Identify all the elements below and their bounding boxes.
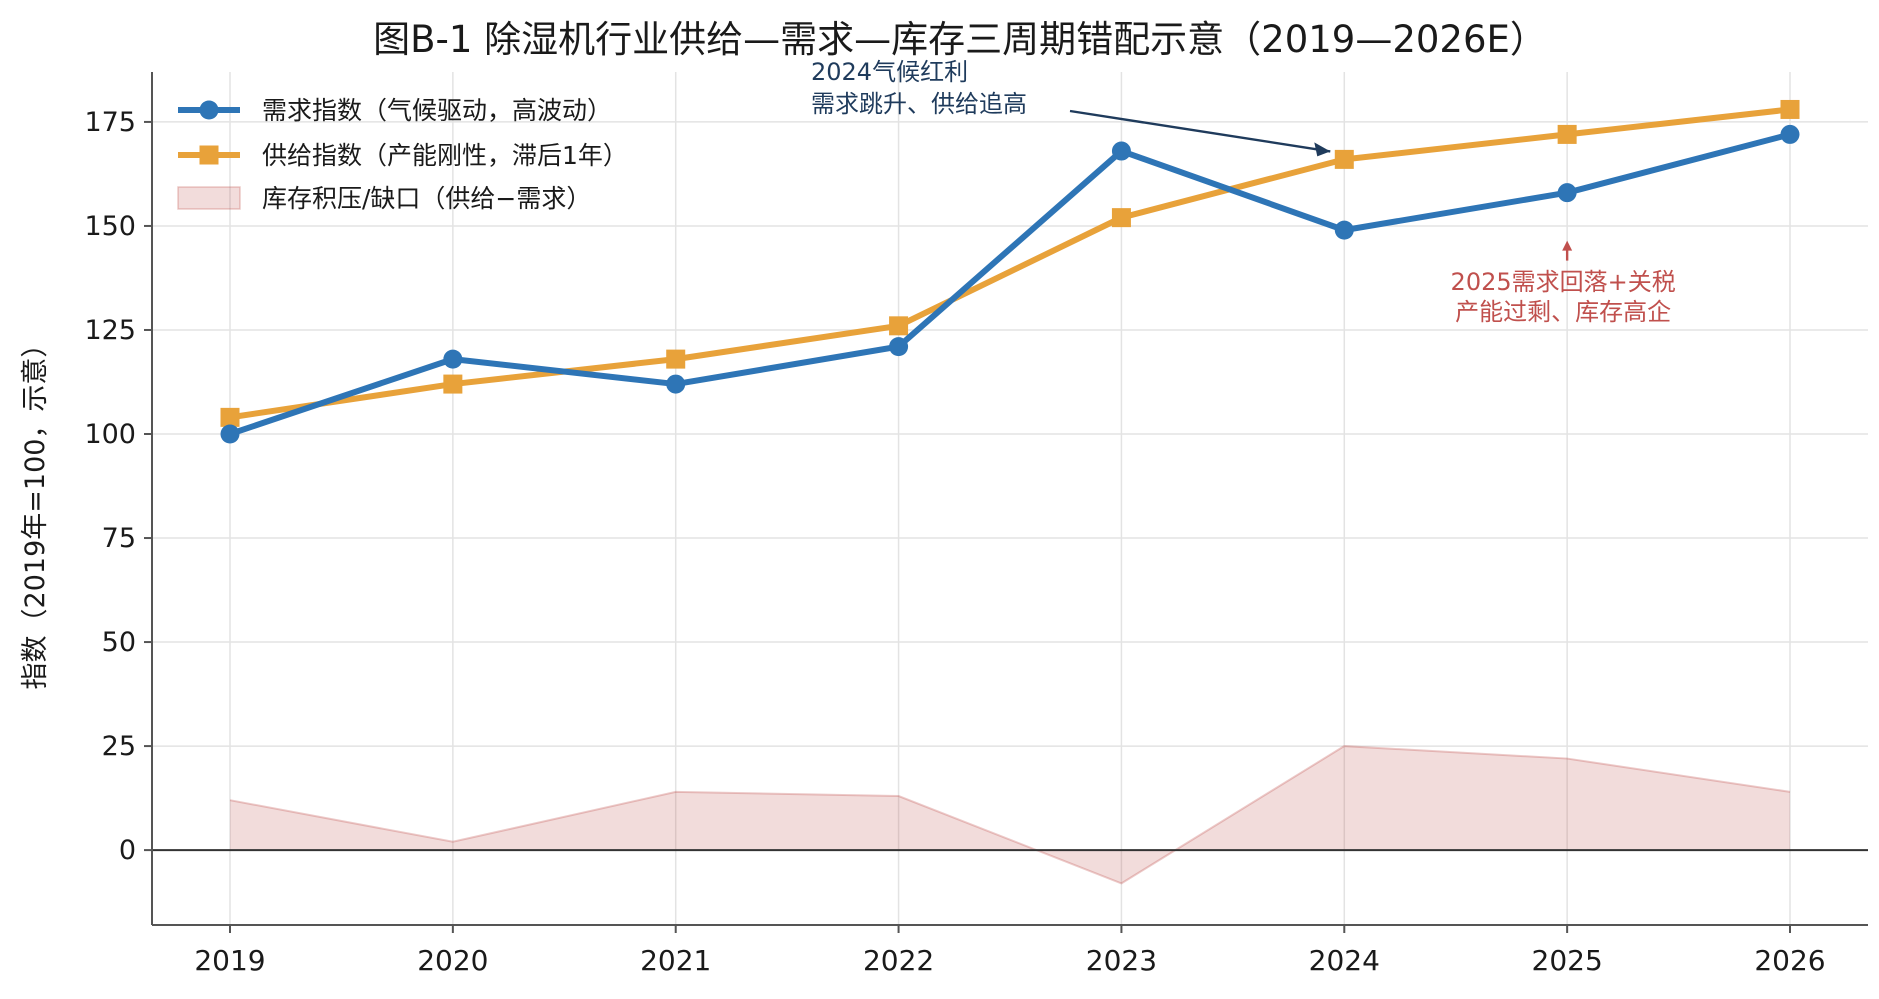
y-tick-label: 25 [102, 731, 136, 762]
x-tick-label: 2023 [1086, 944, 1157, 977]
demand-point [1334, 220, 1354, 240]
legend: 需求指数（气候驱动，高波动） 供给指数（产能刚性，滞后1年） 库存积压/缺口（供给−… [177, 96, 628, 213]
supply-point [220, 407, 240, 427]
gap-area-edge [229, 745, 1791, 885]
chart-title: 图B-1 除湿机行业供给—需求—库存三周期错配示意（2019—2026E） [373, 18, 1547, 61]
gap-area [230, 746, 1790, 884]
demand-line [229, 131, 1791, 437]
legend-gap-label: 库存积压/缺口（供给−需求） [262, 184, 591, 213]
demand-point [1111, 141, 1131, 161]
y-tick-label: 150 [84, 211, 136, 242]
supply-point [1557, 124, 1577, 144]
y-tick-label: 100 [84, 419, 136, 450]
annotation-2024-arrowhead [1314, 142, 1331, 157]
annotation-2025-arrowhead [1562, 240, 1573, 251]
supply-point [443, 374, 463, 394]
legend-demand-label: 需求指数（气候驱动，高波动） [262, 96, 612, 125]
demand-point [1780, 124, 1800, 144]
demand-point [889, 337, 909, 357]
demand-point [220, 424, 240, 444]
supply-point [1780, 99, 1800, 119]
x-tick-label: 2024 [1309, 944, 1380, 977]
x-tick-label: 2020 [417, 944, 488, 977]
supply-line [229, 106, 1791, 421]
legend-gap-swatch [177, 186, 241, 210]
x-tick-label: 2026 [1754, 944, 1825, 977]
grid [152, 72, 1868, 925]
annotation-2025-line1: 2025需求回落+关税 [1451, 268, 1676, 296]
annotation-2024-arrow [1069, 109, 1331, 153]
axes: 0 25 50 75 100 125 150 175 2019 2020 2021 2022 2023 2… [84, 72, 1868, 977]
supply-point [1334, 149, 1354, 169]
legend-demand-swatch-marker [199, 100, 219, 120]
y-tick-label: 125 [84, 315, 136, 346]
y-tick-label: 50 [102, 627, 136, 658]
annotation-2024-line1: 2024气候红利 [811, 58, 968, 86]
demand-point [1557, 183, 1577, 203]
supply-point [889, 316, 909, 336]
y-tick-label: 175 [84, 107, 136, 138]
supply-point [1111, 208, 1131, 228]
x-tick-label: 2021 [640, 944, 711, 977]
legend-supply-swatch-marker [199, 145, 219, 165]
x-tick-label: 2022 [863, 944, 934, 977]
y-tick-label: 75 [102, 523, 136, 554]
demand-point [443, 349, 463, 369]
demand-point [666, 374, 686, 394]
legend-supply-label: 供给指数（产能刚性，滞后1年） [262, 141, 628, 170]
annotation-2024-line2: 需求跳升、供给追高 [811, 90, 1027, 118]
y-tick-label: 0 [119, 835, 136, 866]
x-tick-label: 2019 [194, 944, 265, 977]
x-tick-label: 2025 [1532, 944, 1603, 977]
series-layer [220, 99, 1800, 444]
supply-point [666, 349, 686, 369]
y-axis-label: 指数（2019年=100，示意） [20, 331, 51, 690]
annotation-2025-line2: 产能过剩、库存高企 [1455, 298, 1671, 326]
gap-area-layer [229, 745, 1791, 885]
